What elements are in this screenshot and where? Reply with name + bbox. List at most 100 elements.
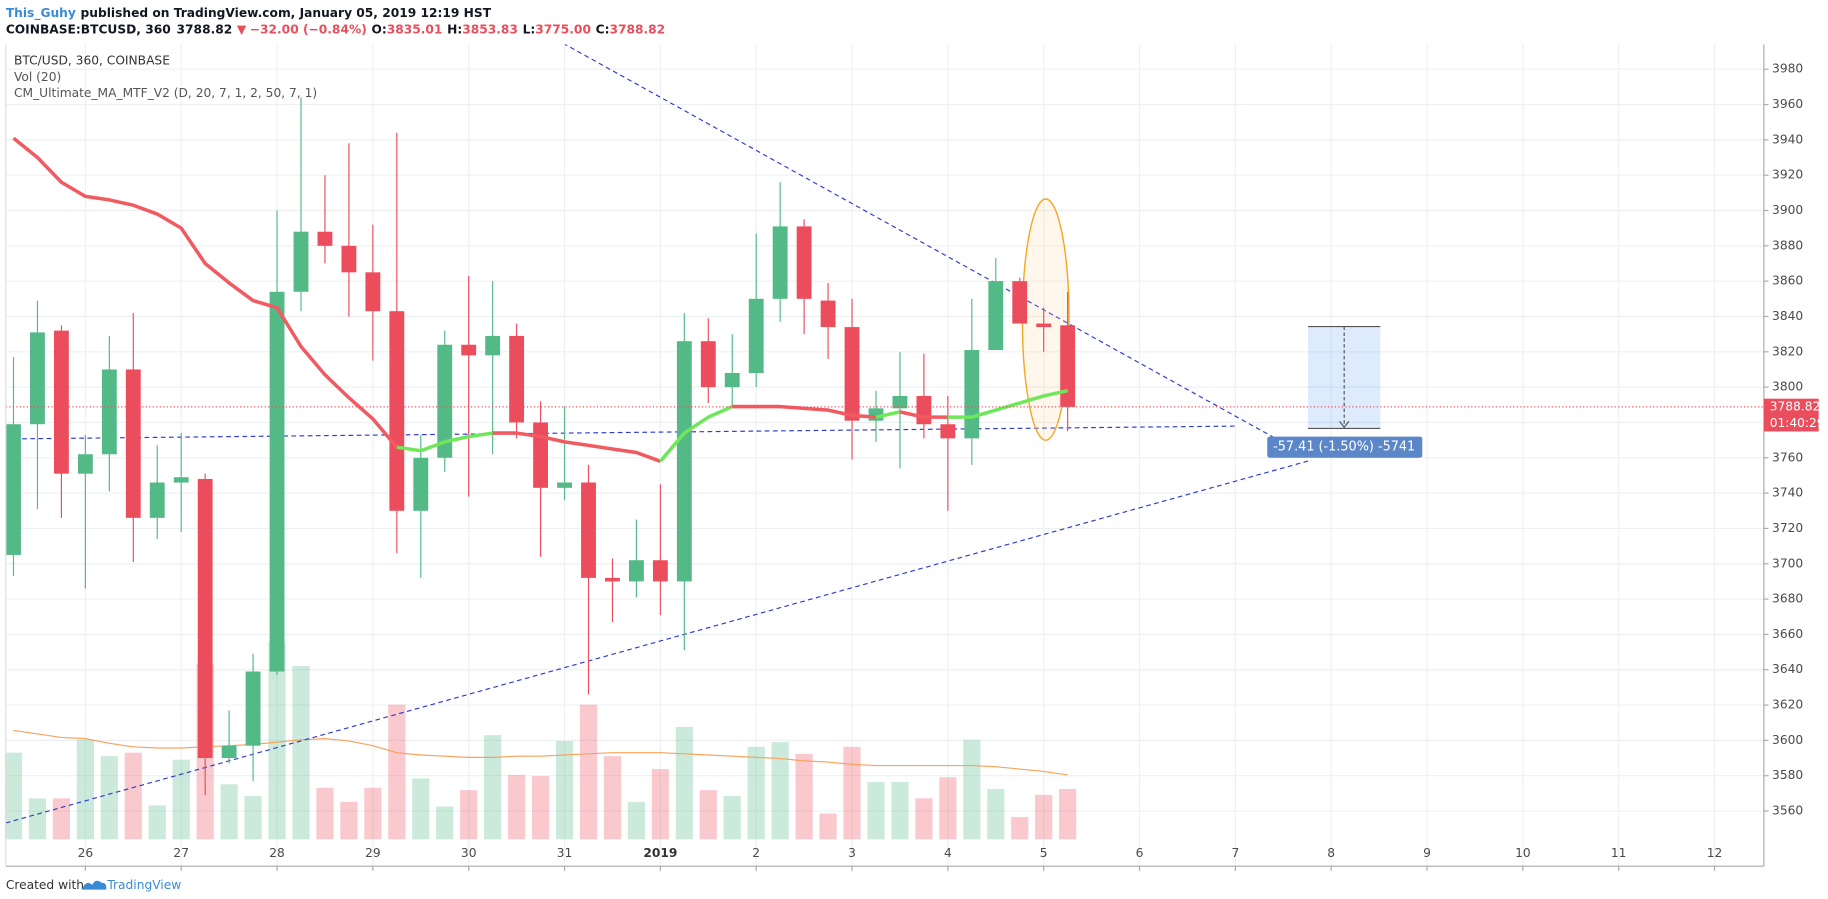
volume-bar — [987, 788, 1005, 840]
published: published on TradingView.com, January 05… — [81, 5, 492, 19]
y-tick-label: 3820 — [1772, 344, 1803, 358]
header-line-1: This_Guhy published on TradingView.com, J… — [6, 5, 492, 20]
candle-body — [557, 482, 572, 488]
header-line-2: COINBASE:BTCUSD, 360 3788.82 ▼ −32.00 (−0.8… — [6, 22, 665, 36]
candle-body — [700, 341, 716, 388]
ma-line — [492, 431, 661, 463]
candle-body — [293, 231, 309, 292]
measure-box — [1308, 326, 1381, 429]
volume-bar — [316, 787, 334, 840]
candle-body — [916, 395, 932, 425]
last-price-label: 3788.82 — [1770, 399, 1821, 413]
volume-bar — [76, 739, 94, 840]
candle-body — [437, 344, 453, 458]
trendline — [5, 459, 1312, 824]
candle-body — [892, 395, 908, 409]
candle-body — [6, 424, 21, 555]
volume-bar — [484, 735, 502, 840]
volume-bar — [627, 801, 646, 840]
volume-bar — [4, 752, 23, 840]
ma-line — [947, 388, 1069, 419]
y-tick-label: 3880 — [1772, 238, 1803, 252]
candle-body — [940, 424, 956, 439]
c: 3788.82 — [609, 22, 665, 36]
footer: Created with TradingView — [6, 877, 181, 891]
volume-bar — [412, 778, 430, 840]
volume-bar — [915, 798, 933, 840]
volume-bar — [843, 746, 861, 840]
volume-bar — [1059, 788, 1077, 840]
y-tick-label: 3640 — [1772, 662, 1803, 676]
y-tick-label: 3720 — [1772, 521, 1803, 535]
y-tick-label: 3900 — [1772, 203, 1803, 217]
candle-body — [628, 560, 644, 582]
legend-symbol: BTC/USD, 360, COINBASE — [14, 53, 170, 67]
x-tick-label: 7 — [1231, 846, 1239, 860]
candle-body — [389, 311, 405, 511]
candle-body — [772, 226, 788, 299]
x-tick-label: 4 — [944, 846, 952, 860]
candle-body — [1012, 281, 1028, 324]
volume-bar — [795, 753, 813, 840]
candle-body — [988, 281, 1004, 351]
y-tick-label: 3840 — [1772, 309, 1803, 323]
candle-body — [317, 231, 333, 246]
x-tick-label: 10 — [1515, 846, 1531, 860]
o: 3835.01 — [387, 22, 443, 36]
x-tick-label: 9 — [1423, 846, 1431, 860]
candle-body — [796, 226, 812, 299]
candle-body — [605, 577, 620, 582]
last-price-tag — [1763, 398, 1819, 432]
symbol: COINBASE:BTCUSD, 360 — [6, 22, 171, 36]
trendline — [5, 425, 1236, 440]
ma-line — [396, 431, 493, 453]
y-tick-label: 3940 — [1772, 132, 1803, 146]
volume-bar — [819, 813, 837, 840]
candle-body — [652, 560, 668, 582]
x-tick-label: 2019 — [643, 846, 677, 860]
volume-bar — [436, 806, 454, 840]
y-tick-label: 3800 — [1772, 380, 1803, 394]
y-tick-label: 3680 — [1772, 592, 1803, 606]
volume-bar — [891, 781, 909, 840]
volume-bar — [651, 769, 669, 840]
change: −32.00 (−0.84%) — [250, 22, 367, 36]
author: This_Guhy — [6, 5, 76, 20]
x-tick-label: 3 — [848, 846, 856, 860]
candle-body — [269, 291, 285, 672]
arrow: ▼ — [237, 22, 247, 36]
ma-line — [899, 410, 948, 419]
candle-body — [724, 373, 740, 388]
volume-bar — [52, 798, 71, 840]
x-tick-label: 5 — [1040, 846, 1048, 860]
candle-body — [964, 350, 980, 439]
x-tick-label: 11 — [1611, 846, 1627, 860]
candle-body — [197, 478, 213, 759]
trendline — [563, 44, 1277, 440]
y-tick-label: 3560 — [1772, 804, 1803, 818]
x-tick-label: 28 — [269, 846, 285, 860]
volume-bar — [172, 759, 190, 840]
x-tick-label: 6 — [1136, 846, 1144, 860]
measure-arrow-head — [1339, 421, 1350, 429]
candle-body — [676, 341, 692, 582]
measure-label: -57.41 (-1.50%) -5741 — [1273, 440, 1415, 455]
candle-body — [221, 745, 237, 759]
l-key: L: — [523, 22, 536, 36]
candle-body — [149, 482, 165, 518]
volume-bar — [1011, 817, 1029, 840]
countdown: 01:40:29 — [1770, 416, 1825, 430]
volume-bar — [723, 795, 741, 840]
measure-label-bg — [1267, 436, 1423, 458]
candle-body — [413, 457, 429, 511]
ma-line — [12, 136, 399, 449]
ma-line — [659, 404, 733, 463]
y-tick-label: 3760 — [1772, 450, 1803, 464]
candle-body — [341, 245, 357, 273]
volume-bar — [220, 784, 238, 840]
x-tick-label: 8 — [1327, 846, 1335, 860]
volume-bar — [124, 752, 142, 840]
volume-bar — [939, 777, 957, 840]
candle-body — [30, 332, 45, 425]
